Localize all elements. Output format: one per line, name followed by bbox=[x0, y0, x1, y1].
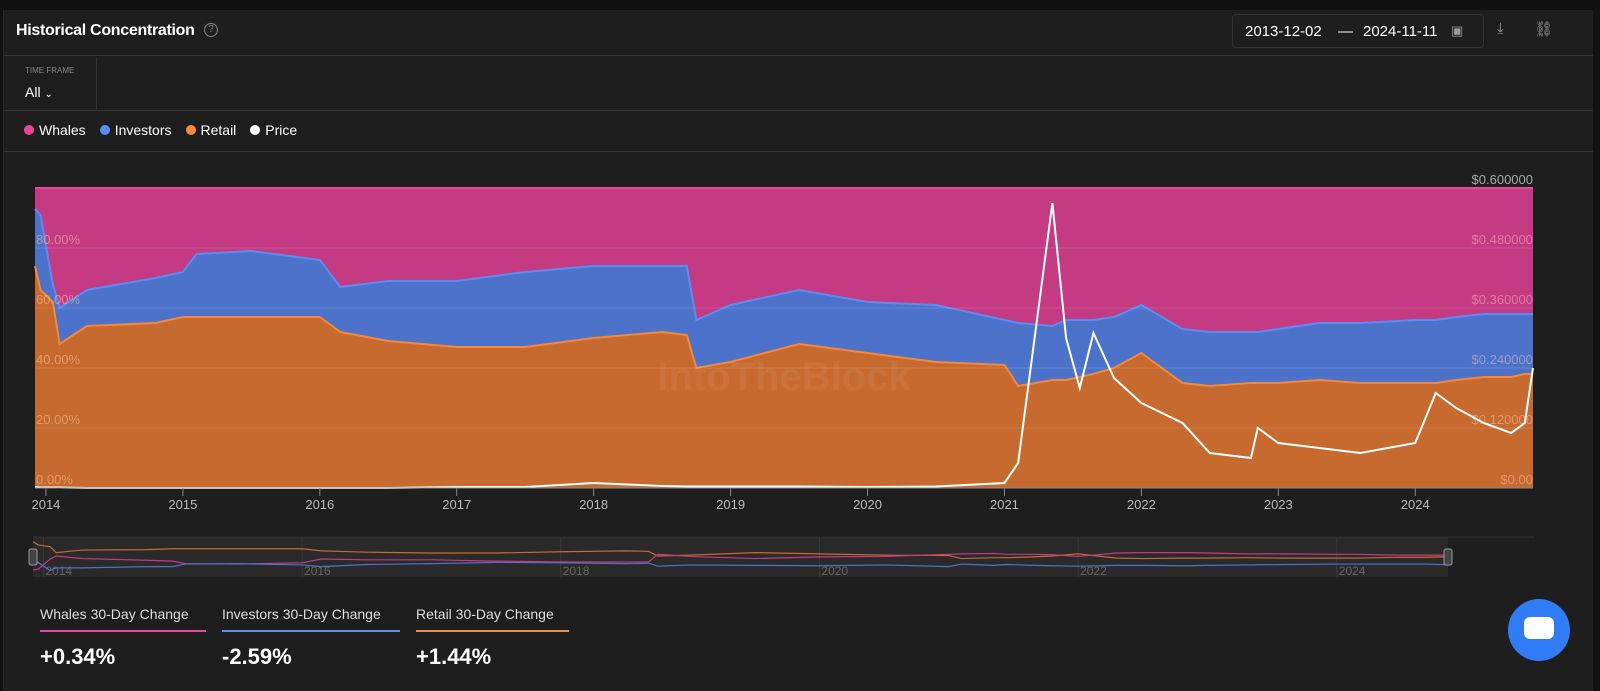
date-from[interactable]: 2013-12-02 bbox=[1245, 23, 1322, 40]
chat-icon bbox=[1524, 617, 1554, 639]
legend-item-price[interactable]: Price bbox=[250, 122, 297, 138]
y-left-tick-label: 20.00% bbox=[36, 412, 81, 427]
page-title: Historical Concentration bbox=[16, 22, 195, 39]
x-tick-label: 2019 bbox=[716, 497, 745, 512]
calendar-icon[interactable]: ▣ bbox=[1451, 23, 1464, 38]
navigator-tick-label: 2020 bbox=[821, 564, 848, 578]
navigator-tick-label: 2022 bbox=[1080, 564, 1107, 578]
y-right-tick-label: $0.480000 bbox=[1472, 232, 1533, 247]
x-tick-label: 2015 bbox=[168, 497, 197, 512]
y-left-tick-label: 40.00% bbox=[36, 352, 81, 367]
retail-change-stat: Retail 30-Day Change +1.44% bbox=[416, 606, 569, 670]
x-tick-label: 2017 bbox=[442, 497, 471, 512]
retail-line bbox=[34, 265, 1533, 388]
navigator-line-investors bbox=[32, 561, 1448, 572]
navigator-tick-label: 2024 bbox=[1339, 564, 1366, 578]
divider bbox=[4, 110, 1593, 111]
chevron-down-icon: ⌄ bbox=[44, 89, 53, 100]
timeframe-value-text: All bbox=[25, 84, 41, 100]
y-left-tick-label: 60.00% bbox=[36, 292, 81, 307]
x-tick-label: 2021 bbox=[990, 497, 1019, 512]
y-right-tick-label: $0.00 bbox=[1500, 472, 1533, 487]
y-left-tick-label: 0.00% bbox=[36, 472, 73, 487]
legend-item-investors[interactable]: Investors bbox=[99, 122, 172, 138]
legend-item-retail[interactable]: Retail bbox=[185, 122, 237, 138]
legend-item-whales[interactable]: Whales bbox=[24, 122, 86, 138]
x-tick-label: 2016 bbox=[305, 497, 334, 512]
date-range-picker[interactable]: 2013-12-02 — 2024-11-11 ▣ bbox=[1232, 14, 1484, 48]
retail-area bbox=[35, 266, 1533, 488]
y-right-tick-label: $0.240000 bbox=[1472, 352, 1533, 367]
header: Historical Concentration ? 2013-12-02 — … bbox=[4, 10, 1593, 56]
y-left-tick-label: 80.00% bbox=[36, 232, 81, 247]
link-icon[interactable]: ⛓ bbox=[1534, 21, 1554, 38]
legend-label: Whales bbox=[39, 122, 86, 138]
x-tick-label: 2020 bbox=[853, 497, 882, 512]
help-icon[interactable]: ? bbox=[204, 23, 218, 37]
x-tick-label: 2022 bbox=[1127, 497, 1156, 512]
investors-line bbox=[34, 208, 1533, 333]
timeframe-label: TIME FRAME bbox=[25, 66, 75, 75]
date-separator: — bbox=[1338, 23, 1353, 40]
whales-dot-icon bbox=[24, 125, 34, 135]
chat-button[interactable] bbox=[1508, 599, 1570, 661]
navigator-tick-label: 2014 bbox=[45, 564, 72, 578]
navigator-handle[interactable] bbox=[1443, 548, 1453, 566]
navigator-tick-label: 2018 bbox=[563, 564, 590, 578]
y-right-tick-label: $0.360000 bbox=[1472, 292, 1533, 307]
download-icon[interactable]: ⤓ bbox=[1497, 20, 1504, 37]
x-tick-label: 2014 bbox=[31, 497, 60, 512]
stat-value: +1.44% bbox=[416, 644, 492, 669]
x-tick-label: 2018 bbox=[579, 497, 608, 512]
navigator-handle[interactable] bbox=[28, 548, 38, 566]
legend: Whales Investors Retail Price bbox=[24, 122, 297, 138]
price-dot-icon bbox=[250, 125, 261, 135]
stat-value: -2.59% bbox=[222, 644, 292, 669]
x-tick-label: 2023 bbox=[1264, 497, 1293, 512]
y-right-tick-label: $0.600000 bbox=[1472, 172, 1533, 187]
watermark: IntoTheBlock bbox=[657, 355, 911, 399]
stat-label: Whales 30-Day Change bbox=[40, 606, 206, 632]
stat-label: Retail 30-Day Change bbox=[416, 606, 569, 632]
stat-value: +0.34% bbox=[40, 644, 116, 669]
timeframe-value[interactable]: All ⌄ bbox=[25, 84, 53, 100]
date-to[interactable]: 2024-11-11 bbox=[1363, 23, 1438, 40]
navigator-tick-label: 2016 bbox=[304, 564, 331, 578]
legend-label: Investors bbox=[114, 122, 172, 138]
x-tick-label: 2024 bbox=[1401, 497, 1430, 512]
timeframe-selector[interactable]: TIME FRAME All ⌄ bbox=[4, 57, 97, 110]
whales-change-stat: Whales 30-Day Change +0.34% bbox=[40, 606, 206, 670]
legend-label: Price bbox=[265, 122, 298, 138]
divider bbox=[4, 151, 1593, 152]
navigator bbox=[33, 537, 1448, 577]
stat-label: Investors 30-Day Change bbox=[222, 606, 400, 632]
retail-dot-icon bbox=[185, 125, 196, 135]
investors-dot-icon bbox=[99, 125, 110, 135]
investors-change-stat: Investors 30-Day Change -2.59% bbox=[222, 606, 400, 670]
legend-label: Retail bbox=[200, 122, 237, 138]
